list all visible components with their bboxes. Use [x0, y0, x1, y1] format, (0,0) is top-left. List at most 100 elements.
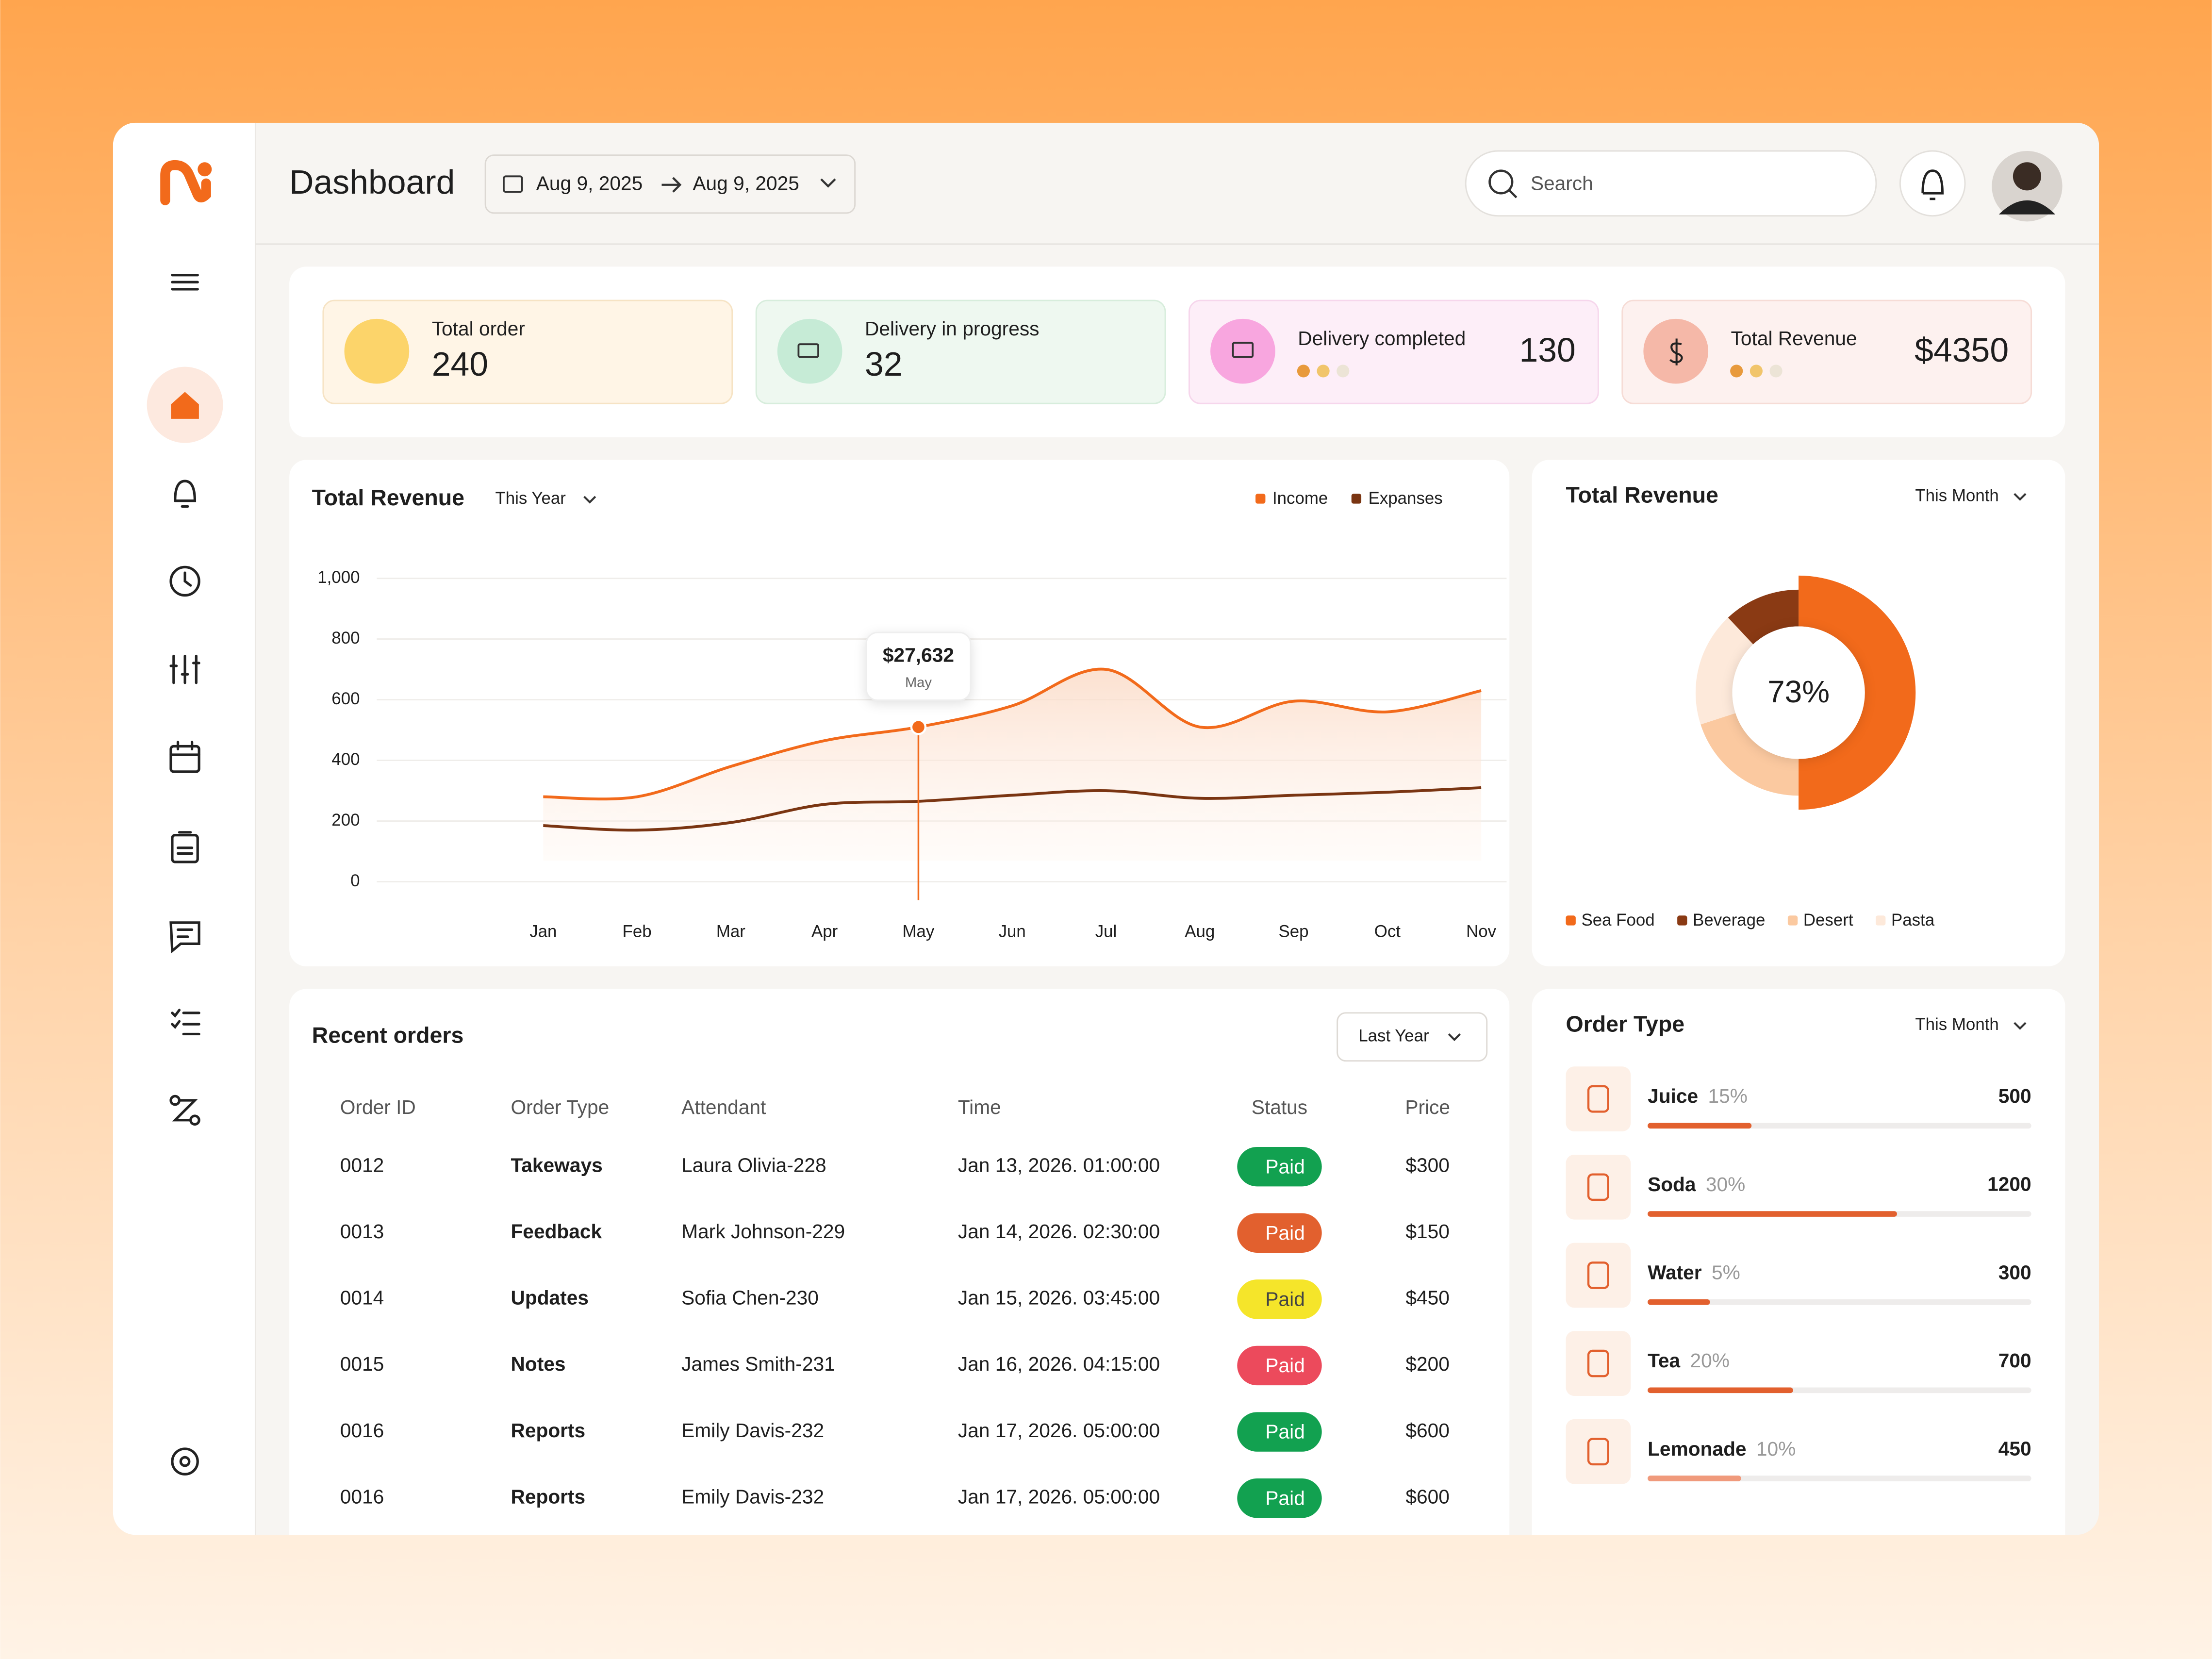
x-tick-label: Feb — [623, 922, 652, 941]
item-label: Soda 30% — [1648, 1173, 1745, 1195]
legend-swatch — [1677, 915, 1687, 926]
item-icon-bg — [1566, 1419, 1631, 1484]
legend-label: Income — [1272, 489, 1328, 508]
item-value: 700 — [1998, 1349, 2031, 1372]
stats-panel — [289, 266, 2065, 438]
status-dot — [1337, 365, 1350, 378]
status-text: Paid — [1265, 1487, 1304, 1509]
legend-label: Beverage — [1693, 911, 1765, 929]
search-box[interactable] — [1465, 150, 1877, 217]
status-pill — [1237, 1279, 1322, 1319]
dropdown-chevron — [583, 496, 596, 504]
table-cell: 0016 — [340, 1419, 384, 1442]
period-select: Last Year — [1358, 1026, 1429, 1045]
table-title: Recent orders — [312, 1023, 464, 1048]
truck-icon — [797, 343, 819, 358]
item-icon — [1587, 1438, 1609, 1466]
calendar-icon[interactable] — [169, 745, 200, 773]
table-cell: Jan 16, 2026. 04:15:00 — [958, 1353, 1160, 1375]
period-select: This Month — [1915, 486, 1998, 505]
legend-label: Desert — [1803, 911, 1853, 929]
avatar-face — [2013, 162, 2041, 191]
stat-value: 32 — [865, 345, 903, 383]
table-cell: James Smith-231 — [681, 1353, 835, 1375]
legend-swatch — [1566, 915, 1576, 926]
dropdown-chevron — [2014, 1022, 2027, 1030]
bell-icon[interactable] — [174, 480, 197, 508]
bar — [1648, 1123, 1752, 1129]
table-cell: Emily Davis-232 — [681, 1419, 824, 1442]
status-text: Paid — [1265, 1421, 1304, 1443]
table-cell: $600 — [1405, 1485, 1450, 1508]
stat-label: Delivery completed — [1298, 327, 1466, 349]
donut-hole — [1732, 626, 1865, 759]
status-text: Paid — [1265, 1155, 1304, 1178]
date-from: Aug 9, 2025 — [536, 172, 643, 194]
table-cell: 0015 — [340, 1353, 384, 1375]
x-tick-label: May — [903, 922, 935, 941]
panel-title: Order Type — [1566, 1011, 1685, 1036]
bar-track — [1648, 1476, 2031, 1481]
y-tick-label: 0 — [350, 871, 360, 890]
status-dot — [1769, 365, 1783, 378]
stat-value: 240 — [432, 345, 488, 383]
donut-segment — [1700, 713, 1799, 796]
y-tick-label: 800 — [331, 629, 360, 647]
donut-segment — [1728, 589, 1799, 645]
table-cell: Jan 17, 2026. 05:00:00 — [958, 1419, 1160, 1442]
menu-icon[interactable] — [171, 274, 199, 291]
item-label: Tea 20% — [1648, 1349, 1730, 1372]
item-share: 10% — [1756, 1438, 1796, 1460]
item-label: Lemonade 10% — [1648, 1438, 1796, 1460]
x-tick-label: Jun — [999, 922, 1026, 941]
legend-swatch — [1255, 494, 1266, 504]
table-cell: $600 — [1405, 1419, 1450, 1442]
home-icon[interactable] — [171, 392, 199, 419]
period-select-box[interactable] — [1337, 1012, 1488, 1062]
stat-label: Total order — [432, 317, 525, 340]
status-pill — [1237, 1412, 1322, 1452]
tooltip — [865, 631, 972, 701]
stat-card — [755, 299, 1166, 404]
table-cell: Notes — [511, 1353, 565, 1375]
stat-card — [322, 299, 733, 404]
stat-icon — [777, 318, 842, 384]
status-dot — [1297, 365, 1310, 378]
item-label: Water 5% — [1648, 1261, 1740, 1283]
column-header: Status — [1252, 1096, 1307, 1118]
clipboard-icon[interactable] — [171, 834, 199, 863]
item-icon — [1587, 1349, 1609, 1377]
stat-card — [1189, 299, 1599, 404]
clock-icon[interactable] — [169, 565, 200, 597]
legend-label: Sea Food — [1581, 911, 1654, 929]
filter-icon[interactable] — [169, 654, 200, 684]
status-pill — [1237, 1213, 1322, 1253]
table-cell: Jan 14, 2026. 02:30:00 — [958, 1220, 1160, 1243]
table-cell: Mark Johnson-229 — [681, 1220, 845, 1243]
status-dot — [1730, 365, 1743, 378]
x-tick-label: Mar — [716, 922, 745, 941]
donut-segment — [1695, 617, 1753, 725]
window: Dashboard Aug 9, 2025 Aug 9, 2025 Search… — [113, 122, 2099, 1535]
x-tick-label: Aug — [1185, 922, 1215, 941]
dollar-icon — [1669, 338, 1683, 365]
table-cell: Laura Olivia-228 — [681, 1154, 826, 1176]
chat-icon[interactable] — [169, 921, 200, 954]
status-dot — [1317, 365, 1330, 378]
item-value: 300 — [1998, 1261, 2031, 1283]
item-icon-bg — [1566, 1331, 1631, 1396]
settings-icon[interactable] — [171, 1447, 199, 1476]
item-value: 450 — [1998, 1438, 2031, 1460]
tasks-icon[interactable] — [171, 1009, 200, 1036]
legend-swatch — [1787, 915, 1798, 926]
legend-label: Expanses — [1369, 489, 1443, 508]
table-cell: Updates — [511, 1287, 589, 1309]
donut-segment — [1799, 575, 1916, 810]
column-header: Time — [958, 1096, 1001, 1118]
status-pill — [1237, 1146, 1322, 1187]
date-chevron — [820, 178, 836, 188]
item-icon — [1587, 1173, 1609, 1201]
series-line — [543, 786, 1482, 832]
notification-button[interactable] — [1899, 150, 1966, 217]
